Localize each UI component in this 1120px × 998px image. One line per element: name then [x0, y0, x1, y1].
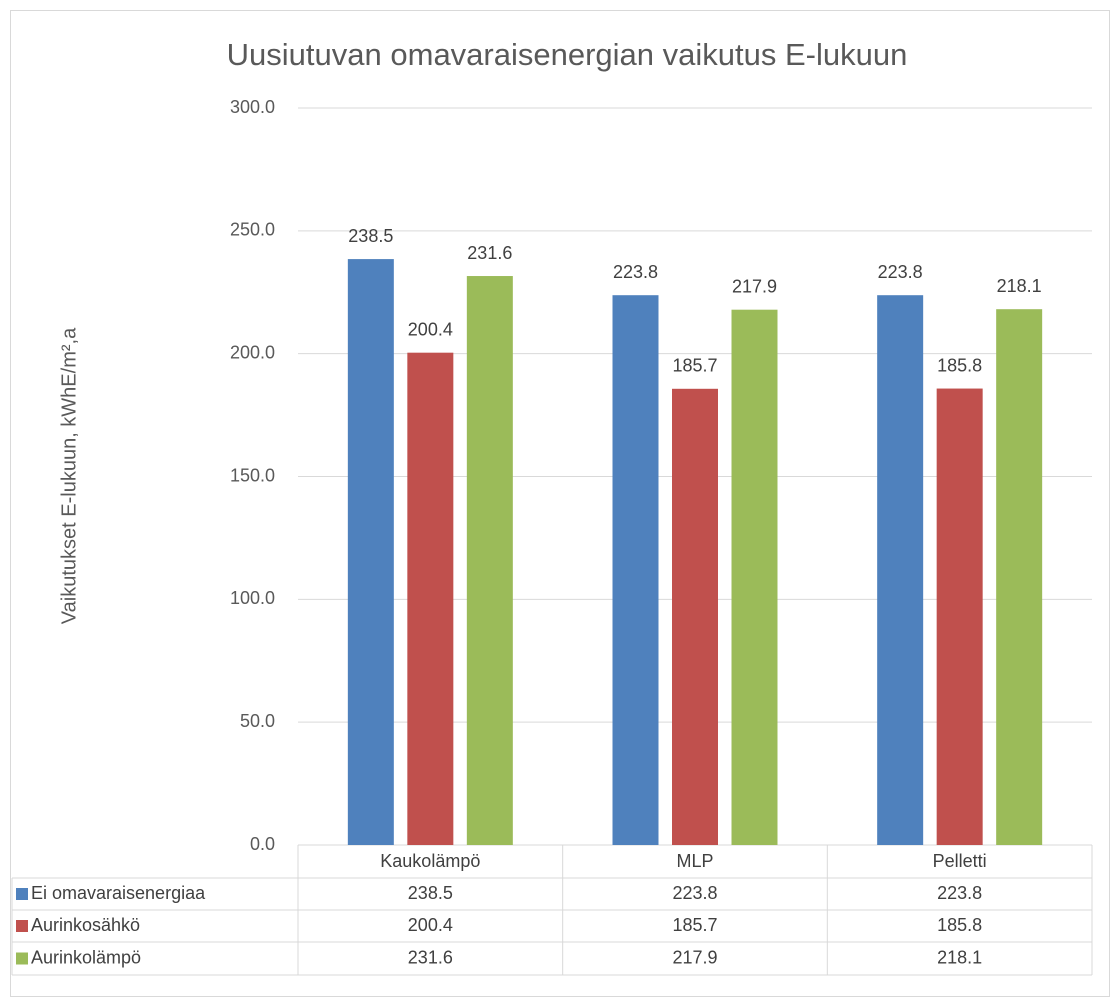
table-cell: 218.1 — [937, 947, 982, 967]
legend-label: Ei omavaraisenergiaa — [31, 883, 206, 903]
y-tick-label: 0.0 — [250, 834, 275, 854]
table-cell: 200.4 — [408, 915, 453, 935]
bar — [996, 309, 1043, 845]
bar — [936, 388, 983, 845]
bar — [407, 352, 454, 845]
data-label: 217.9 — [732, 276, 777, 296]
table-cell: 223.8 — [672, 883, 717, 903]
y-tick-label: 300.0 — [230, 97, 275, 117]
data-label: 218.1 — [997, 276, 1042, 296]
bar — [612, 295, 659, 845]
x-tick-label: MLP — [676, 851, 713, 871]
table-cell: 185.7 — [672, 915, 717, 935]
data-label: 185.7 — [672, 356, 717, 376]
legend-key — [16, 920, 28, 932]
data-label: 223.8 — [878, 262, 923, 282]
y-axis-label: Vaikutukset E-lukuun, kWhE/m²,a — [58, 327, 80, 624]
table-cell: 238.5 — [408, 883, 453, 903]
chart-border — [10, 10, 1110, 997]
legend-label: Aurinkosähkö — [31, 915, 140, 935]
y-tick-label: 50.0 — [240, 711, 275, 731]
data-label: 185.8 — [937, 355, 982, 375]
bar — [672, 388, 718, 845]
data-label: 231.6 — [467, 243, 512, 263]
table-cell: 223.8 — [937, 883, 982, 903]
table-cell: 231.6 — [408, 947, 453, 967]
y-tick-label: 250.0 — [230, 220, 275, 240]
y-tick-label: 100.0 — [230, 588, 275, 608]
x-tick-label: Pelletti — [933, 851, 987, 871]
bar — [877, 295, 924, 845]
bar — [466, 276, 513, 845]
legend-key — [16, 952, 28, 965]
data-label: 223.8 — [613, 262, 658, 282]
bar — [347, 259, 394, 846]
bar — [731, 309, 778, 845]
table-cell: 185.8 — [937, 915, 982, 935]
data-label: 238.5 — [348, 226, 393, 246]
y-tick-label: 200.0 — [230, 342, 275, 362]
table-cell: 217.9 — [672, 947, 717, 967]
y-tick-label: 150.0 — [230, 465, 275, 485]
data-label: 200.4 — [408, 319, 453, 339]
legend-label: Aurinkolämpö — [31, 947, 141, 967]
chart-title: Uusiutuvan omavaraisenergian vaikutus E-… — [227, 37, 908, 72]
x-tick-label: Kaukolämpö — [380, 851, 480, 871]
legend-key — [16, 888, 28, 900]
